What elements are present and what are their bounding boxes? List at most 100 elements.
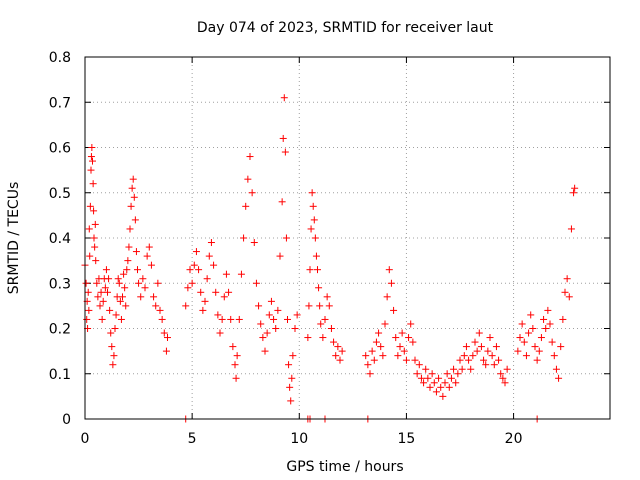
data-point xyxy=(525,329,533,337)
data-points xyxy=(81,94,579,423)
data-point xyxy=(84,288,92,296)
y-tick-label: 0.7 xyxy=(49,95,71,111)
data-point xyxy=(276,252,284,260)
y-tick-label: 0.6 xyxy=(49,141,71,157)
data-point xyxy=(255,302,263,310)
data-point xyxy=(99,297,107,305)
data-point xyxy=(375,329,383,337)
data-point xyxy=(116,297,124,305)
data-point xyxy=(207,239,215,247)
data-point xyxy=(108,343,116,351)
data-point xyxy=(83,315,91,323)
data-point xyxy=(315,284,323,292)
data-point xyxy=(201,297,209,305)
data-point xyxy=(231,361,239,369)
data-point xyxy=(98,315,106,323)
data-point xyxy=(97,288,105,296)
data-point xyxy=(115,279,123,287)
data-point xyxy=(141,284,149,292)
data-point xyxy=(87,166,95,174)
y-tick-label: 0.8 xyxy=(49,50,71,66)
data-point xyxy=(372,338,380,346)
data-point xyxy=(531,343,539,351)
data-point xyxy=(250,239,258,247)
data-point xyxy=(570,189,578,197)
data-point xyxy=(437,383,445,391)
data-point xyxy=(89,157,96,165)
data-point xyxy=(284,315,291,323)
x-axis-label: GPS time / hours xyxy=(286,459,403,475)
data-point xyxy=(182,302,190,310)
data-point xyxy=(428,370,436,378)
data-point xyxy=(232,374,240,382)
data-point xyxy=(86,252,94,260)
data-point xyxy=(385,266,393,274)
data-point xyxy=(225,288,233,296)
data-point xyxy=(312,252,320,260)
data-point xyxy=(272,325,280,332)
data-point xyxy=(544,306,552,314)
data-point xyxy=(435,374,443,382)
data-point xyxy=(325,302,333,310)
data-point xyxy=(458,365,466,373)
data-point xyxy=(195,266,203,274)
data-point xyxy=(233,352,241,360)
data-point xyxy=(390,306,398,314)
data-point xyxy=(143,252,151,260)
data-point xyxy=(94,293,102,301)
grid xyxy=(85,57,610,419)
data-point xyxy=(135,279,143,287)
data-point xyxy=(405,334,413,342)
data-point xyxy=(546,320,554,328)
data-point xyxy=(134,266,141,274)
data-point xyxy=(280,94,288,102)
data-point xyxy=(383,293,391,301)
data-point xyxy=(499,374,507,382)
data-point xyxy=(450,365,458,373)
data-point xyxy=(261,347,269,355)
data-point xyxy=(533,356,541,364)
data-point xyxy=(432,388,440,396)
data-point xyxy=(281,148,289,156)
data-point xyxy=(394,352,402,360)
data-point xyxy=(131,216,139,224)
data-point xyxy=(119,293,126,301)
data-point xyxy=(338,347,346,355)
data-point xyxy=(121,284,129,292)
data-point xyxy=(92,257,100,265)
data-point xyxy=(147,261,155,269)
data-point xyxy=(501,379,509,387)
data-point xyxy=(480,356,488,364)
data-point xyxy=(497,370,505,378)
x-tick-label: 0 xyxy=(81,431,90,447)
data-point xyxy=(124,257,132,265)
data-point xyxy=(392,334,400,342)
y-tick-label: 0.1 xyxy=(49,367,71,383)
data-point xyxy=(212,288,220,296)
data-point xyxy=(563,275,571,283)
data-point xyxy=(287,397,295,405)
data-point xyxy=(270,315,278,323)
data-point xyxy=(197,288,205,296)
data-point xyxy=(216,329,224,337)
data-point xyxy=(304,334,312,342)
data-point xyxy=(129,175,137,183)
data-point xyxy=(101,284,109,292)
data-point xyxy=(460,352,468,360)
data-point xyxy=(311,234,319,242)
data-point xyxy=(242,202,250,210)
data-point xyxy=(123,266,131,274)
data-point xyxy=(516,334,524,342)
data-point xyxy=(259,334,267,342)
data-point xyxy=(240,234,248,242)
data-point xyxy=(503,365,511,373)
data-point xyxy=(130,193,138,201)
data-point xyxy=(237,270,245,278)
data-point xyxy=(364,361,372,369)
data-point xyxy=(407,320,415,328)
tick-labels: 0 0.1 0.2 0.3 0.4 0.5 0.6 0.7 0.8 0 5 10 15 20 xyxy=(49,50,523,447)
x-tick-label: 15 xyxy=(398,431,416,447)
data-point xyxy=(192,248,200,256)
data-point xyxy=(420,379,428,387)
data-point xyxy=(91,243,99,251)
